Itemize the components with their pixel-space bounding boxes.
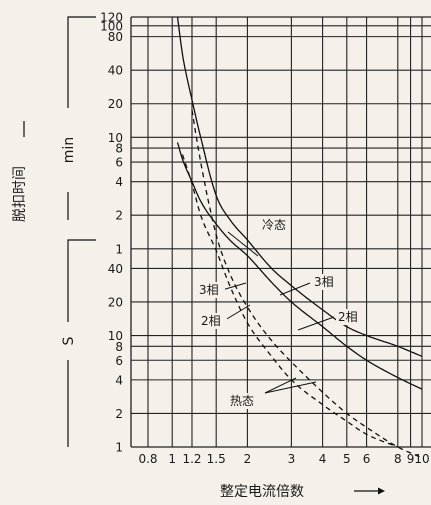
leader-line <box>227 231 259 257</box>
y-tick-label: 1 <box>115 242 123 256</box>
x-axis-label: 整定电流倍数 <box>220 484 304 500</box>
x-tick-label: 6 <box>363 452 371 466</box>
y-tick-label: 80 <box>108 30 123 44</box>
grid <box>130 16 431 448</box>
seconds-bracket <box>67 239 96 322</box>
y-tick-label: 10 <box>108 329 123 343</box>
leader-line <box>221 282 247 291</box>
y-tick-label: 1 <box>115 441 123 455</box>
annotation-hot: 热态 <box>230 394 254 408</box>
curves <box>176 16 423 459</box>
label-bg <box>228 393 256 409</box>
y-tick-label: 40 <box>108 64 123 78</box>
x-tick-label: 0.8 <box>138 452 157 466</box>
annotation-2phase-hot: 2相 <box>201 314 221 328</box>
minutes-unit-label: min <box>61 137 77 163</box>
x-tick-label: 9 <box>407 452 415 466</box>
x-axis-arrowhead <box>378 487 385 495</box>
y-tick-label: 20 <box>108 97 123 111</box>
label-bg <box>336 309 364 325</box>
series-line <box>191 110 423 459</box>
label-bg <box>260 217 288 233</box>
y-tick-label: 40 <box>108 262 123 276</box>
y-tick-label: 6 <box>115 354 123 368</box>
y-tick-label: 4 <box>115 175 123 189</box>
series-line <box>176 16 423 357</box>
y-tick-label: 4 <box>115 373 123 387</box>
x-tick-label: 1 <box>168 452 176 466</box>
axis-labels: 整定电流倍数 脱扣时间 min S <box>12 16 385 500</box>
leader-line <box>224 304 251 321</box>
annotation-3phase-cold: 3相 <box>314 275 334 289</box>
leader-line <box>279 282 311 296</box>
y-tick-label: 20 <box>108 295 123 309</box>
y-tick-label: 10 <box>108 131 123 145</box>
minutes-bracket <box>67 16 96 108</box>
x-tick-label: 5 <box>343 452 351 466</box>
x-tick-label: 8 <box>394 452 402 466</box>
x-tick-label: 2 <box>244 452 252 466</box>
leader-line <box>264 381 317 394</box>
seconds-unit-label: S <box>61 336 77 345</box>
x-tick-label: 1.5 <box>207 452 226 466</box>
x-tick-label: 4 <box>319 452 327 466</box>
leader-line <box>297 316 335 331</box>
x-tick-label: 10 <box>414 452 429 466</box>
annotation-2phase-cold: 2相 <box>338 310 358 324</box>
y-tick-label: 8 <box>115 340 123 354</box>
y-tick-label: 2 <box>115 407 123 421</box>
y-tick-label: 8 <box>115 142 123 156</box>
y-axis-label: 脱扣时间 <box>12 166 28 222</box>
y-tick-label: 2 <box>115 209 123 223</box>
annotation-cold: 冷态 <box>262 218 286 232</box>
x-tick-label: 3 <box>288 452 296 466</box>
y-tick-label: 120 <box>100 11 123 25</box>
label-bg <box>199 313 227 329</box>
annotation-3phase-hot: 3相 <box>199 283 219 297</box>
x-tick-label: 1.2 <box>182 452 201 466</box>
series-line <box>176 142 423 390</box>
label-bg <box>197 282 225 298</box>
y-tick-label: 100 <box>100 19 123 33</box>
y-tick-label: 6 <box>115 156 123 170</box>
leader-line <box>264 377 297 394</box>
label-bg <box>312 274 340 290</box>
